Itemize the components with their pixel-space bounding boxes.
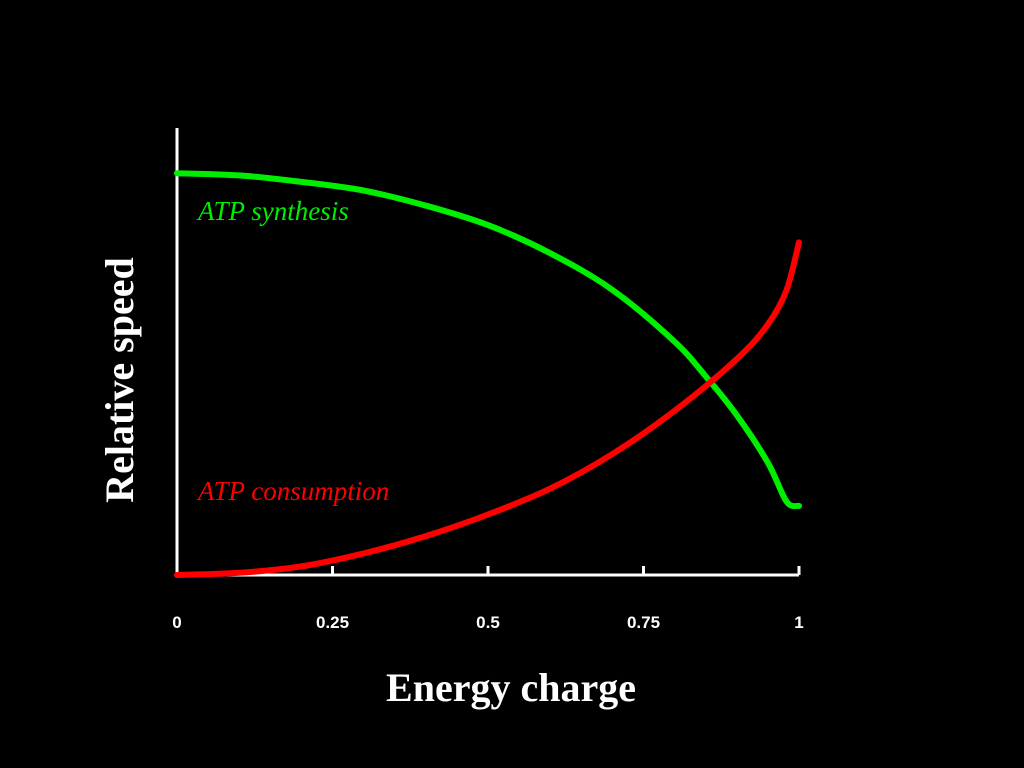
series-label-atp-consumption: ATP consumption bbox=[196, 476, 389, 506]
series-line-atp-consumption bbox=[174, 239, 802, 578]
x-ticks bbox=[331, 566, 801, 575]
series-line-atp-synthesis bbox=[174, 170, 802, 510]
x-tick-label: 0.5 bbox=[476, 613, 500, 632]
series-group bbox=[174, 170, 802, 578]
x-tick-label: 0 bbox=[172, 613, 181, 632]
x-tick-label: 0.25 bbox=[316, 613, 349, 632]
y-axis-title: Relative speed bbox=[97, 257, 142, 503]
x-axis-title: Energy charge bbox=[386, 665, 636, 710]
x-tick-label: 1 bbox=[794, 613, 803, 632]
x-tick-label: 0.75 bbox=[627, 613, 660, 632]
x-tick-labels: 0 0.25 0.5 0.75 1 bbox=[172, 613, 803, 632]
series-label-atp-synthesis: ATP synthesis bbox=[196, 196, 349, 226]
